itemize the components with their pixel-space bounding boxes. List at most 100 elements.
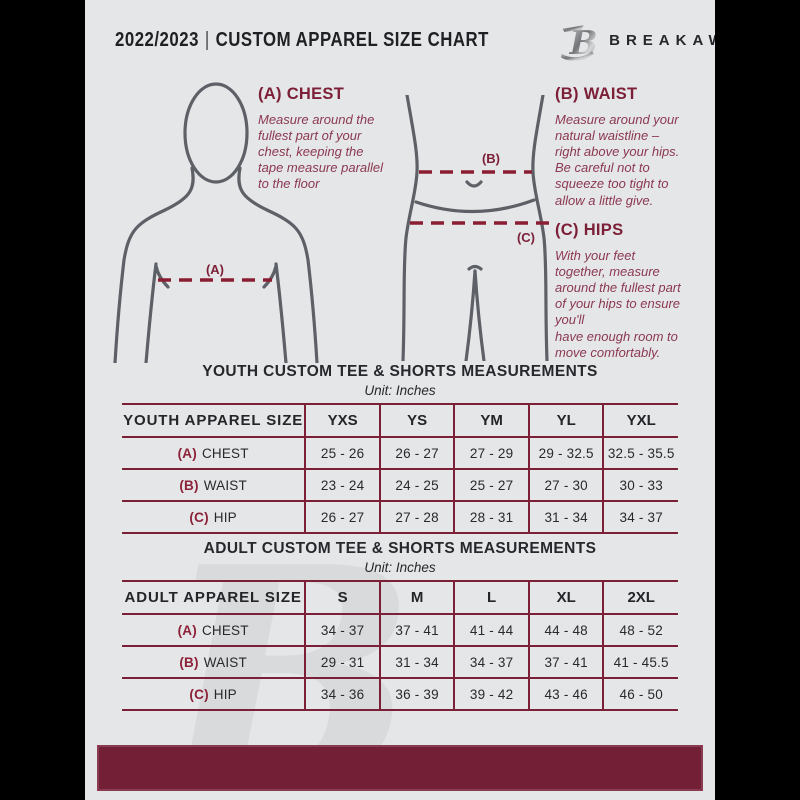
left-inner-leg-line — [464, 269, 477, 361]
chest-instruction-heading: (A) CHEST — [258, 85, 345, 103]
youth-size-header-cell: YOUTH APPAREL SIZE — [123, 412, 304, 429]
table-cell: 34 - 36 — [304, 678, 380, 710]
table-cell: 37 - 41 — [527, 646, 604, 678]
adult-hip-row: (C) HIP 34 - 36 36 - 39 39 - 42 43 - 46 4… — [122, 678, 678, 710]
table-cell: 25 - 27 — [453, 469, 529, 501]
hips-instruction-heading: (C) HIPS — [555, 221, 624, 239]
left-shoulder-outline — [113, 166, 195, 363]
row-label: WAIST — [203, 654, 247, 670]
brand-name: BREAKAWAY — [609, 31, 715, 49]
waist-instruction-body: Measure around your natural waistline – … — [555, 112, 680, 208]
table-cell: 34 - 37 — [453, 646, 529, 678]
table-cell: 48 - 52 — [602, 614, 678, 646]
table-cell: 31 - 34 — [378, 646, 455, 678]
hips-instruction-body: With your feet together, measure around … — [555, 248, 681, 360]
brand-lockup: B BREAKAWAY — [560, 19, 715, 61]
left-armpit-line — [154, 264, 170, 289]
chest-instruction: (A) CHEST Measure around the fullest par… — [258, 85, 436, 193]
chest-measure-label: (A) — [206, 262, 224, 277]
table-cell: 32.5 - 35.5 — [602, 437, 678, 469]
row-prefix: (C) — [189, 509, 209, 525]
youth-size-col-yxs: YXS — [304, 404, 380, 437]
row-label: CHEST — [201, 622, 249, 638]
youth-chest-label-cell: (A) CHEST — [122, 437, 305, 469]
table-cell: 36 - 39 — [378, 678, 455, 710]
youth-size-table: YOUTH APPAREL SIZE YXS YS YM YL YXL (A) C… — [122, 403, 678, 534]
row-prefix: (B) — [179, 477, 199, 493]
page-title: 2022/2023 | CUSTOM APPAREL SIZE CHART — [115, 29, 489, 52]
table-cell: 41 - 45.5 — [602, 646, 678, 678]
adult-table-title: ADULT CUSTOM TEE & SHORTS MEASUREMENTS — [203, 540, 597, 557]
right-side-outline — [531, 95, 549, 361]
youth-hip-row: (C) HIP 26 - 27 27 - 28 28 - 31 31 - 34 3… — [122, 501, 678, 533]
table-cell: 37 - 41 — [378, 614, 455, 646]
youth-section: YOUTH CUSTOM TEE & SHORTS MEASUREMENTS U… — [85, 363, 715, 534]
row-label: CHEST — [201, 445, 249, 461]
youth-waist-label-cell: (B) WAIST — [122, 469, 305, 501]
table-cell: 28 - 31 — [453, 501, 529, 533]
table-cell: 44 - 48 — [527, 614, 604, 646]
right-inner-leg-line — [473, 269, 486, 361]
table-cell: 27 - 29 — [453, 437, 529, 469]
youth-chest-row: (A) CHEST 25 - 26 26 - 27 27 - 29 29 - 32… — [122, 437, 678, 469]
adult-size-col-s: S — [304, 581, 380, 614]
adult-waist-label-cell: (B) WAIST — [122, 646, 305, 678]
head-outline — [183, 82, 249, 184]
table-cell: 27 - 28 — [378, 501, 455, 533]
hip-curve-line — [414, 198, 536, 214]
table-cell: 29 - 31 — [304, 646, 380, 678]
left-arm-line — [144, 262, 158, 363]
chest-instruction-body: Measure around the fullest part of your … — [258, 112, 384, 192]
adult-size-col-l: L — [453, 581, 529, 614]
adult-header-row: ADULT APPAREL SIZE S M L XL 2XL — [122, 581, 678, 614]
footer-bar — [97, 745, 703, 791]
waist-instruction: (B) WAIST Measure around your natural wa… — [555, 85, 715, 209]
adult-size-col-xl: XL — [527, 581, 604, 614]
youth-hip-label-cell: (C) HIP — [122, 501, 305, 533]
table-cell: 43 - 46 — [527, 678, 604, 710]
adult-table-unit: Unit: Inches — [364, 560, 436, 575]
table-cell: 39 - 42 — [453, 678, 529, 710]
table-cell: 26 - 27 — [304, 501, 380, 533]
table-cell: 26 - 27 — [378, 437, 455, 469]
table-cell: 31 - 34 — [527, 501, 604, 533]
title-label: CUSTOM APPAREL SIZE CHART — [215, 28, 489, 51]
chest-diagram: (A) — [113, 82, 319, 363]
right-shoulder-outline — [237, 166, 319, 363]
navel-mark — [465, 180, 483, 188]
table-cell: 29 - 32.5 — [527, 437, 604, 469]
waist-instruction-heading: (B) WAIST — [555, 85, 638, 103]
youth-table-unit: Unit: Inches — [364, 383, 436, 398]
row-label: HIP — [213, 509, 237, 525]
breakaway-logo-icon: B — [561, 23, 598, 61]
adult-chest-label-cell: (A) CHEST — [122, 614, 305, 646]
row-label: WAIST — [203, 477, 247, 493]
table-cell: 41 - 44 — [453, 614, 529, 646]
adult-size-table: ADULT APPAREL SIZE S M L XL 2XL (A) CHEST… — [122, 580, 678, 711]
youth-size-col-yxl: YXL — [602, 404, 678, 437]
table-cell: 23 - 24 — [304, 469, 380, 501]
table-cell: 34 - 37 — [304, 614, 380, 646]
right-arm-line — [274, 262, 288, 363]
youth-size-col-ym: YM — [453, 404, 529, 437]
table-cell: 24 - 25 — [378, 469, 455, 501]
season-label: 2022/2023 — [115, 28, 199, 51]
adult-waist-row: (B) WAIST 29 - 31 31 - 34 34 - 37 37 - 41… — [122, 646, 678, 678]
hips-instruction: (C) HIPS With your feet together, measur… — [555, 221, 715, 361]
row-prefix: (A) — [177, 445, 197, 461]
crotch-curve — [467, 264, 483, 271]
table-cell: 27 - 30 — [527, 469, 604, 501]
youth-size-col-ys: YS — [378, 404, 455, 437]
youth-waist-row: (B) WAIST 23 - 24 24 - 25 25 - 27 27 - 30… — [122, 469, 678, 501]
title-divider: | — [204, 28, 210, 51]
table-cell: 46 - 50 — [602, 678, 678, 710]
waist-hips-diagram: (B) (C) — [401, 95, 550, 361]
adult-chest-row: (A) CHEST 34 - 37 37 - 41 41 - 44 44 - 48… — [122, 614, 678, 646]
row-label: HIP — [213, 686, 237, 702]
right-armpit-line — [262, 264, 278, 289]
youth-header-row: YOUTH APPAREL SIZE YXS YS YM YL YXL — [122, 404, 678, 437]
page-header: 2022/2023 | CUSTOM APPAREL SIZE CHART B BR… — [115, 22, 715, 61]
adult-size-col-2xl: 2XL — [602, 581, 678, 614]
adult-size-col-m: M — [378, 581, 455, 614]
size-chart-page: 2022/2023 | CUSTOM APPAREL SIZE CHART B BR… — [85, 0, 715, 800]
